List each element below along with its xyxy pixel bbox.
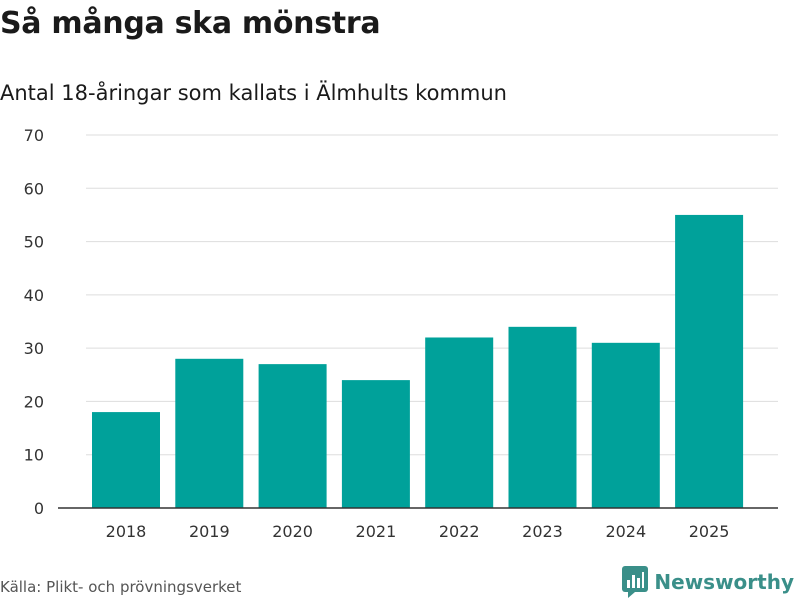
bar-2022 bbox=[425, 337, 494, 508]
x-tick-label: 2025 bbox=[689, 522, 730, 541]
bar-2021 bbox=[341, 380, 410, 508]
x-tick-label: 2023 bbox=[522, 522, 563, 541]
x-tick-label: 2024 bbox=[605, 522, 646, 541]
y-tick-label: 0 bbox=[34, 499, 44, 518]
bar-2020 bbox=[258, 364, 327, 508]
bar-2019 bbox=[175, 358, 244, 508]
x-tick-label: 2022 bbox=[439, 522, 480, 541]
y-tick-label: 60 bbox=[24, 179, 44, 198]
source-note: Källa: Plikt- och prövningsverket bbox=[0, 578, 242, 596]
brand-name: Newsworthy bbox=[654, 570, 794, 594]
bars bbox=[92, 214, 744, 508]
y-tick-label: 30 bbox=[24, 339, 44, 358]
y-axis-ticks: 0 10 20 30 40 50 60 70 bbox=[24, 126, 44, 518]
chart-title: Så många ska mönstra bbox=[0, 6, 381, 41]
y-tick-label: 10 bbox=[24, 446, 44, 465]
newsworthy-logo-icon bbox=[622, 566, 649, 598]
bar-2024 bbox=[591, 342, 660, 508]
x-tick-label: 2020 bbox=[272, 522, 313, 541]
y-tick-label: 20 bbox=[24, 392, 44, 411]
bar-chart: 0 10 20 30 40 50 60 70 2018 2019 2020 2021 2022 2023… bbox=[24, 126, 778, 541]
x-tick-label: 2018 bbox=[106, 522, 147, 541]
x-tick-label: 2019 bbox=[189, 522, 230, 541]
x-tick-label: 2021 bbox=[356, 522, 397, 541]
y-tick-label: 50 bbox=[24, 233, 44, 252]
y-tick-label: 40 bbox=[24, 286, 44, 305]
chart-subtitle: Antal 18-åringar som kallats i Älmhults … bbox=[0, 81, 507, 105]
y-tick-label: 70 bbox=[24, 126, 44, 145]
bar-2023 bbox=[508, 326, 577, 508]
bar-2025 bbox=[675, 214, 744, 508]
x-axis-ticks: 2018 2019 2020 2021 2022 2023 2024 2025 bbox=[106, 522, 730, 541]
bar-2018 bbox=[92, 412, 160, 508]
brand-logo: Newsworthy bbox=[622, 566, 794, 598]
